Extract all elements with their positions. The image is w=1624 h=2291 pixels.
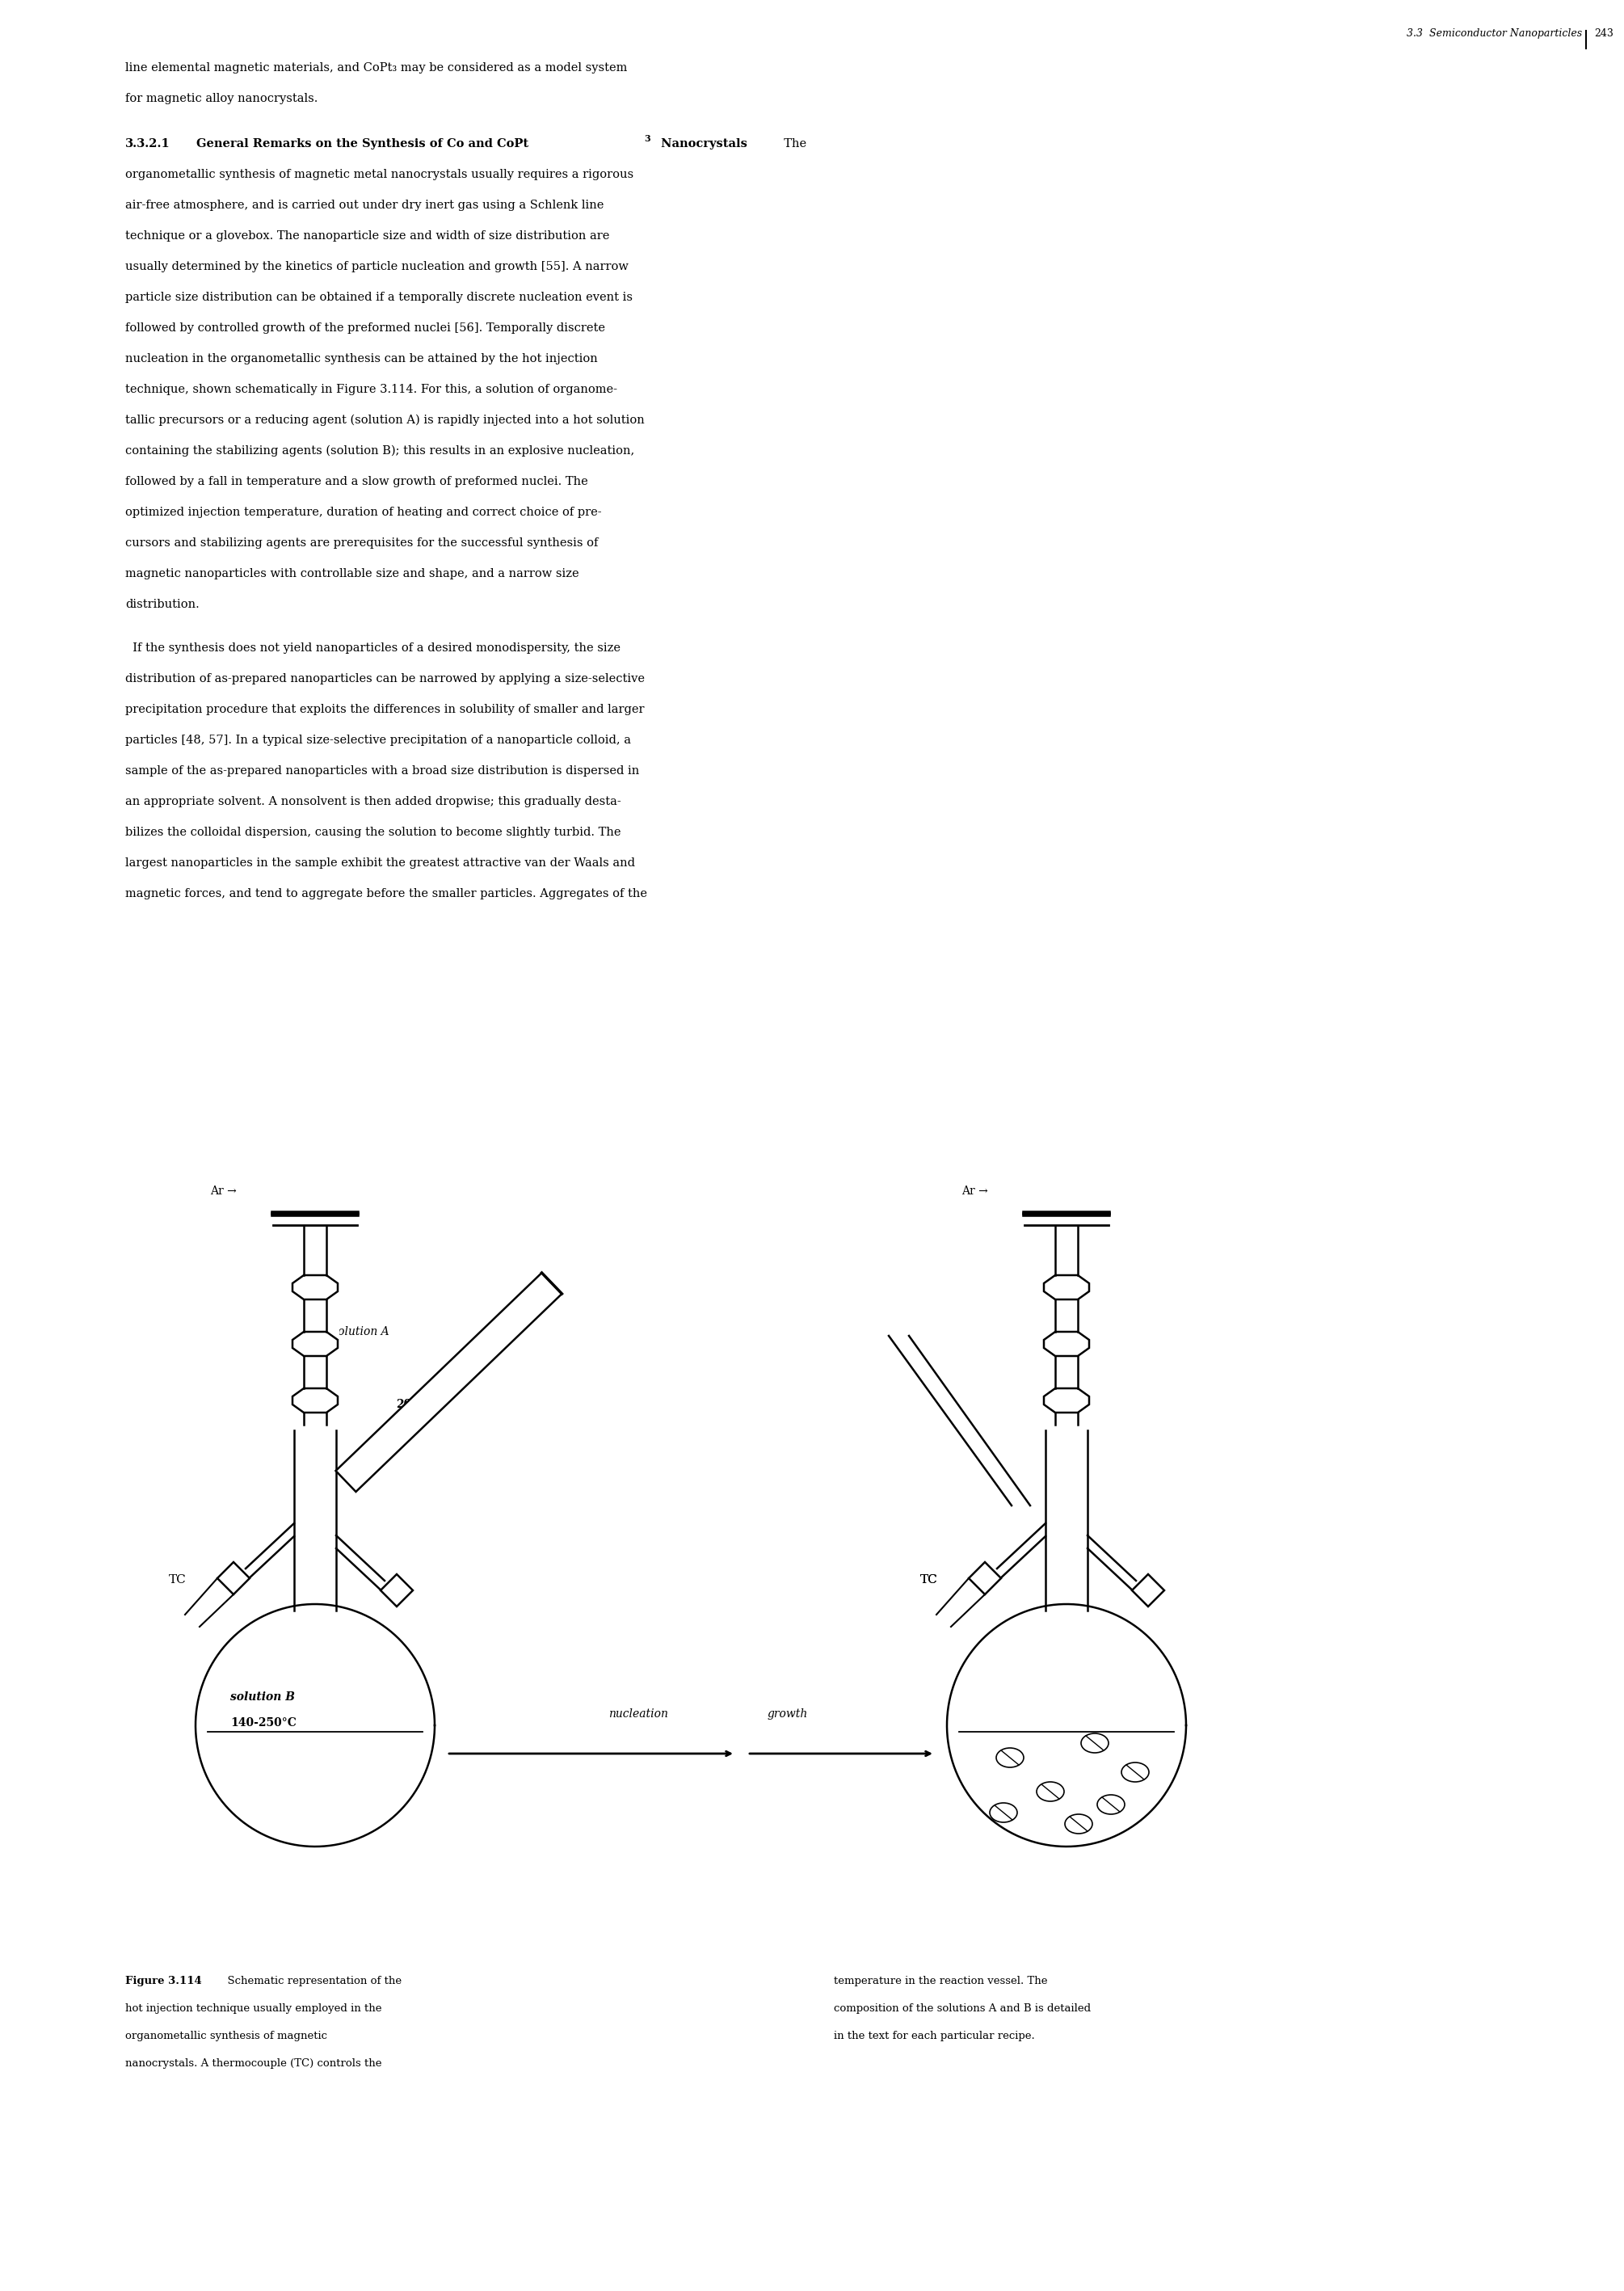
Text: usually determined by the kinetics of particle nucleation and growth [55]. A nar: usually determined by the kinetics of pa… (125, 261, 628, 273)
Text: sample of the as-prepared nanoparticles with a broad size distribution is disper: sample of the as-prepared nanoparticles … (125, 765, 640, 777)
Text: optimized injection temperature, duration of heating and correct choice of pre-: optimized injection temperature, duratio… (125, 506, 601, 518)
Text: organometallic synthesis of magnetic metal nanocrystals usually requires a rigor: organometallic synthesis of magnetic met… (125, 170, 633, 181)
Text: General Remarks on the Synthesis of Co and CoPt: General Remarks on the Synthesis of Co a… (197, 137, 528, 149)
Text: composition of the solutions A and B is detailed: composition of the solutions A and B is … (833, 2002, 1091, 2014)
Text: TC: TC (169, 1574, 187, 1585)
Text: an appropriate solvent. A nonsolvent is then added dropwise; this gradually dest: an appropriate solvent. A nonsolvent is … (125, 795, 620, 806)
Text: bilizes the colloidal dispersion, causing the solution to become slightly turbid: bilizes the colloidal dispersion, causin… (125, 827, 620, 839)
Polygon shape (947, 1604, 1186, 1847)
Text: in the text for each particular recipe.: in the text for each particular recipe. (833, 2030, 1034, 2041)
Text: nucleation in the organometallic synthesis can be attained by the hot injection: nucleation in the organometallic synthes… (125, 353, 598, 364)
Text: 20°C: 20°C (396, 1398, 427, 1409)
Text: growth: growth (768, 1709, 809, 1721)
Text: for magnetic alloy nanocrystals.: for magnetic alloy nanocrystals. (125, 94, 318, 105)
Polygon shape (1132, 1574, 1164, 1606)
Polygon shape (380, 1574, 412, 1606)
Text: technique or a glovebox. The nanoparticle size and width of size distribution ar: technique or a glovebox. The nanoparticl… (125, 231, 609, 241)
Text: 3.3  Semiconductor Nanoparticles: 3.3 Semiconductor Nanoparticles (1406, 27, 1582, 39)
Text: Figure 3.114: Figure 3.114 (125, 1975, 201, 1986)
Text: solution B: solution B (231, 1691, 296, 1702)
Text: nanocrystals. A thermocouple (TC) controls the: nanocrystals. A thermocouple (TC) contro… (125, 2057, 382, 2069)
Text: hot injection technique usually employed in the: hot injection technique usually employed… (125, 2002, 382, 2014)
Text: cursors and stabilizing agents are prerequisites for the successful synthesis of: cursors and stabilizing agents are prere… (125, 538, 598, 550)
Text: If the synthesis does not yield nanoparticles of a desired monodispersity, the s: If the synthesis does not yield nanopart… (125, 641, 620, 653)
Text: organometallic synthesis of magnetic: organometallic synthesis of magnetic (125, 2030, 326, 2041)
Text: air-free atmosphere, and is carried out under dry inert gas using a Schlenk line: air-free atmosphere, and is carried out … (125, 199, 604, 211)
Text: nucleation: nucleation (609, 1709, 667, 1721)
Text: 3.3.2.1: 3.3.2.1 (125, 137, 171, 149)
Text: 3: 3 (645, 135, 650, 142)
Text: TC: TC (921, 1574, 937, 1585)
Text: followed by controlled growth of the preformed nuclei [56]. Temporally discrete: followed by controlled growth of the pre… (125, 323, 606, 334)
Polygon shape (195, 1604, 435, 1847)
Text: particle size distribution can be obtained if a temporally discrete nucleation e: particle size distribution can be obtain… (125, 291, 633, 302)
Polygon shape (218, 1562, 250, 1595)
Text: distribution.: distribution. (125, 598, 200, 609)
Text: line elemental magnetic materials, and CoPt₃ may be considered as a model system: line elemental magnetic materials, and C… (125, 62, 627, 73)
Text: distribution of as-prepared nanoparticles can be narrowed by applying a size-sel: distribution of as-prepared nanoparticle… (125, 674, 645, 685)
Text: solution A: solution A (331, 1326, 388, 1338)
Text: Schematic representation of the: Schematic representation of the (221, 1975, 401, 1986)
Polygon shape (336, 1274, 562, 1491)
Polygon shape (292, 1388, 338, 1414)
Polygon shape (1044, 1388, 1090, 1414)
Text: containing the stabilizing agents (solution B); this results in an explosive nuc: containing the stabilizing agents (solut… (125, 444, 635, 456)
Text: followed by a fall in temperature and a slow growth of preformed nuclei. The: followed by a fall in temperature and a … (125, 477, 588, 488)
Text: temperature in the reaction vessel. The: temperature in the reaction vessel. The (833, 1975, 1047, 1986)
Text: magnetic nanoparticles with controllable size and shape, and a narrow size: magnetic nanoparticles with controllable… (125, 568, 580, 580)
Text: technique, shown schematically in Figure 3.114. For this, a solution of organome: technique, shown schematically in Figure… (125, 385, 617, 394)
Polygon shape (1044, 1331, 1090, 1356)
Text: tallic precursors or a reducing agent (solution A) is rapidly injected into a ho: tallic precursors or a reducing agent (s… (125, 415, 645, 426)
Text: Ar →: Ar → (209, 1184, 237, 1196)
Polygon shape (292, 1331, 338, 1356)
Text: The: The (776, 137, 807, 149)
Polygon shape (970, 1562, 1000, 1595)
Text: magnetic forces, and tend to aggregate before the smaller particles. Aggregates : magnetic forces, and tend to aggregate b… (125, 889, 648, 900)
Text: TC: TC (921, 1574, 937, 1585)
Text: largest nanoparticles in the sample exhibit the greatest attractive van der Waal: largest nanoparticles in the sample exhi… (125, 857, 635, 868)
Text: 243: 243 (1595, 27, 1613, 39)
Text: particles [48, 57]. In a typical size-selective precipitation of a nanoparticle : particles [48, 57]. In a typical size-se… (125, 735, 632, 747)
Text: precipitation procedure that exploits the differences in solubility of smaller a: precipitation procedure that exploits th… (125, 703, 645, 715)
Text: Nanocrystals: Nanocrystals (656, 137, 747, 149)
Polygon shape (1044, 1276, 1090, 1299)
Text: 140-250°C: 140-250°C (231, 1718, 297, 1727)
Polygon shape (292, 1276, 338, 1299)
Text: Ar →: Ar → (961, 1184, 987, 1196)
